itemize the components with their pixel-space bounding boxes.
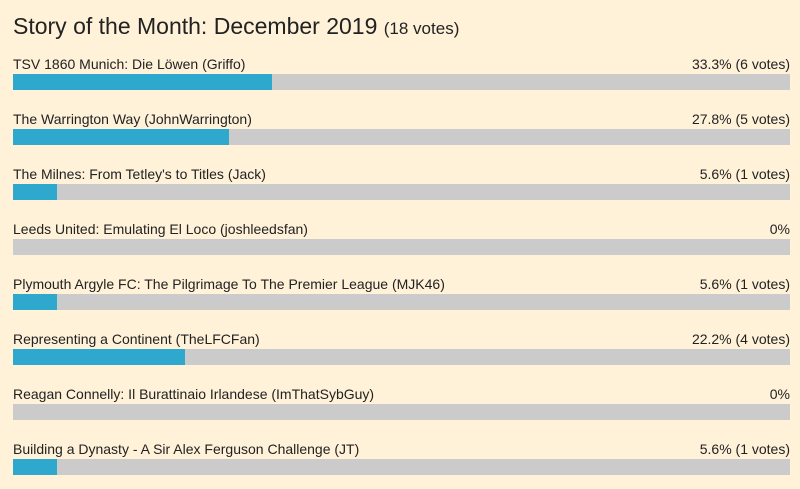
poll-option-label: Reagan Connelly: Il Burattinaio Irlandes…: [13, 386, 375, 402]
poll-bar-fill: [13, 129, 229, 145]
poll-option-label: The Milnes: From Tetley's to Titles (Jac…: [13, 166, 266, 182]
poll-option-result: 27.8% (5 votes): [691, 111, 790, 127]
poll-option: Building a Dynasty - A Sir Alex Ferguson…: [13, 440, 790, 475]
poll-bar-fill: [13, 184, 57, 200]
poll-option-label: TSV 1860 Munich: Die Löwen (Griffo): [13, 56, 246, 72]
poll-option-label: The Warrington Way (JohnWarrington): [13, 111, 252, 127]
poll-option-result: 5.6% (1 votes): [699, 441, 790, 457]
poll-option-result: 5.6% (1 votes): [699, 276, 790, 292]
poll-option: Representing a Continent (TheLFCFan) 22.…: [13, 330, 790, 365]
poll-title-text: Story of the Month: December 2019: [13, 13, 378, 39]
poll-option: The Milnes: From Tetley's to Titles (Jac…: [13, 165, 790, 200]
poll-bar-track: [13, 74, 790, 90]
poll-option: TSV 1860 Munich: Die Löwen (Griffo) 33.3…: [13, 55, 790, 90]
poll-option: Leeds United: Emulating El Loco (joshlee…: [13, 220, 790, 255]
poll-option: Reagan Connelly: Il Burattinaio Irlandes…: [13, 385, 790, 420]
poll-bar-track: [13, 349, 790, 365]
poll-bar-fill: [13, 349, 186, 365]
poll-option: The Warrington Way (JohnWarrington) 27.8…: [13, 110, 790, 145]
poll-bar-fill: [13, 294, 57, 310]
poll-bar-fill: [13, 74, 272, 90]
poll-bar-track: [13, 294, 790, 310]
poll-bar-track: [13, 184, 790, 200]
poll-total-votes: (18 votes): [383, 19, 460, 38]
poll-option-result: 5.6% (1 votes): [699, 166, 790, 182]
poll-bar-track: [13, 404, 790, 420]
poll-bar-track: [13, 239, 790, 255]
poll-option-label: Representing a Continent (TheLFCFan): [13, 331, 260, 347]
poll-option-result: 0%: [769, 221, 790, 237]
poll-option-result: 22.2% (4 votes): [691, 331, 790, 347]
poll-option: Plymouth Argyle FC: The Pilgrimage To Th…: [13, 275, 790, 310]
poll-option-result: 33.3% (6 votes): [691, 56, 790, 72]
poll-bar-track: [13, 459, 790, 475]
poll-bar-fill: [13, 459, 57, 475]
poll-option-result: 0%: [769, 386, 790, 402]
poll-option-label: Plymouth Argyle FC: The Pilgrimage To Th…: [13, 276, 445, 292]
poll-option-label: Leeds United: Emulating El Loco (joshlee…: [13, 221, 308, 237]
poll-title: Story of the Month: December 2019 (18 vo…: [13, 11, 459, 44]
poll-option-label: Building a Dynasty - A Sir Alex Ferguson…: [13, 441, 360, 457]
poll-bar-track: [13, 129, 790, 145]
